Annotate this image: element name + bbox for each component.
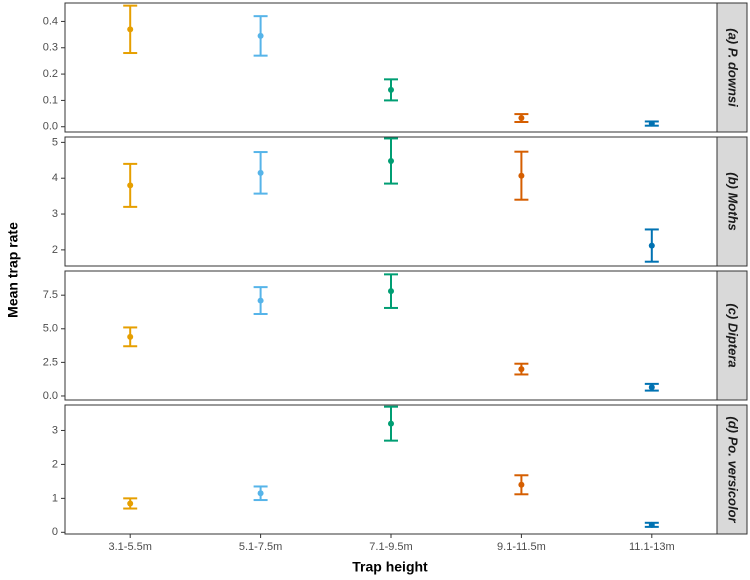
point	[127, 500, 134, 507]
y-tick-label: 0.4	[43, 15, 58, 27]
x-tick-label: 11.1-13m	[629, 541, 675, 553]
point	[518, 366, 525, 373]
point	[257, 169, 264, 176]
point	[257, 32, 264, 39]
panel	[64, 2, 718, 133]
point	[388, 420, 394, 427]
point	[388, 158, 394, 165]
strip-label: (a) P. downsi	[726, 28, 741, 107]
point	[257, 297, 264, 304]
point	[518, 481, 525, 488]
y-tick-label: 4	[52, 172, 58, 184]
y-tick-label: 0.0	[43, 121, 58, 133]
y-tick-label: 3	[52, 208, 58, 220]
y-tick-label: 0	[52, 526, 58, 538]
x-tick-label: 9.1-11.5m	[497, 541, 546, 553]
point	[127, 182, 134, 189]
point	[388, 288, 394, 295]
y-tick-label: 3	[52, 424, 58, 436]
y-axis-title: Mean trap rate	[5, 222, 21, 318]
strip-label: (b) Moths	[726, 172, 741, 230]
y-tick-label: 2	[52, 458, 58, 470]
y-tick-label: 0.1	[43, 94, 58, 106]
strip	[716, 136, 748, 267]
y-tick-label: 2.5	[43, 356, 58, 368]
point	[127, 333, 134, 340]
y-tick-label: 7.5	[43, 289, 58, 301]
point	[257, 490, 264, 497]
y-tick-label: 1	[52, 492, 58, 504]
point	[518, 115, 525, 122]
y-tick-label: 2	[52, 244, 58, 256]
x-tick-label: 7.1-9.5m	[369, 541, 412, 553]
strip-label: (c) Diptera	[726, 303, 741, 367]
y-tick-label: 0.3	[43, 42, 58, 54]
strip	[716, 404, 748, 535]
strip	[716, 2, 748, 133]
y-tick-label: 5.0	[43, 323, 58, 335]
strip-label: (d) Po. versicolor	[726, 416, 741, 523]
point	[648, 521, 655, 528]
x-tick-label: 3.1-5.5m	[108, 541, 151, 553]
strip	[716, 270, 748, 401]
point	[648, 242, 655, 249]
y-tick-label: 0.0	[43, 390, 58, 402]
point	[518, 172, 525, 179]
point	[388, 86, 394, 93]
x-axis-title: Trap height	[352, 559, 428, 575]
x-tick-label: 5.1-7.5m	[239, 541, 282, 553]
point	[127, 26, 134, 33]
y-tick-label: 5	[52, 136, 58, 148]
point	[648, 120, 655, 127]
point	[648, 384, 655, 391]
y-tick-label: 0.2	[43, 68, 58, 80]
